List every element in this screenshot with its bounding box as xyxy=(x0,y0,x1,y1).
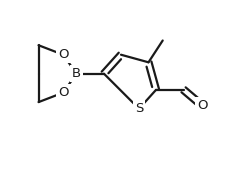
Text: O: O xyxy=(58,86,68,99)
Text: O: O xyxy=(58,48,68,61)
Text: B: B xyxy=(72,67,81,80)
Text: O: O xyxy=(197,99,208,112)
Text: S: S xyxy=(135,102,143,115)
